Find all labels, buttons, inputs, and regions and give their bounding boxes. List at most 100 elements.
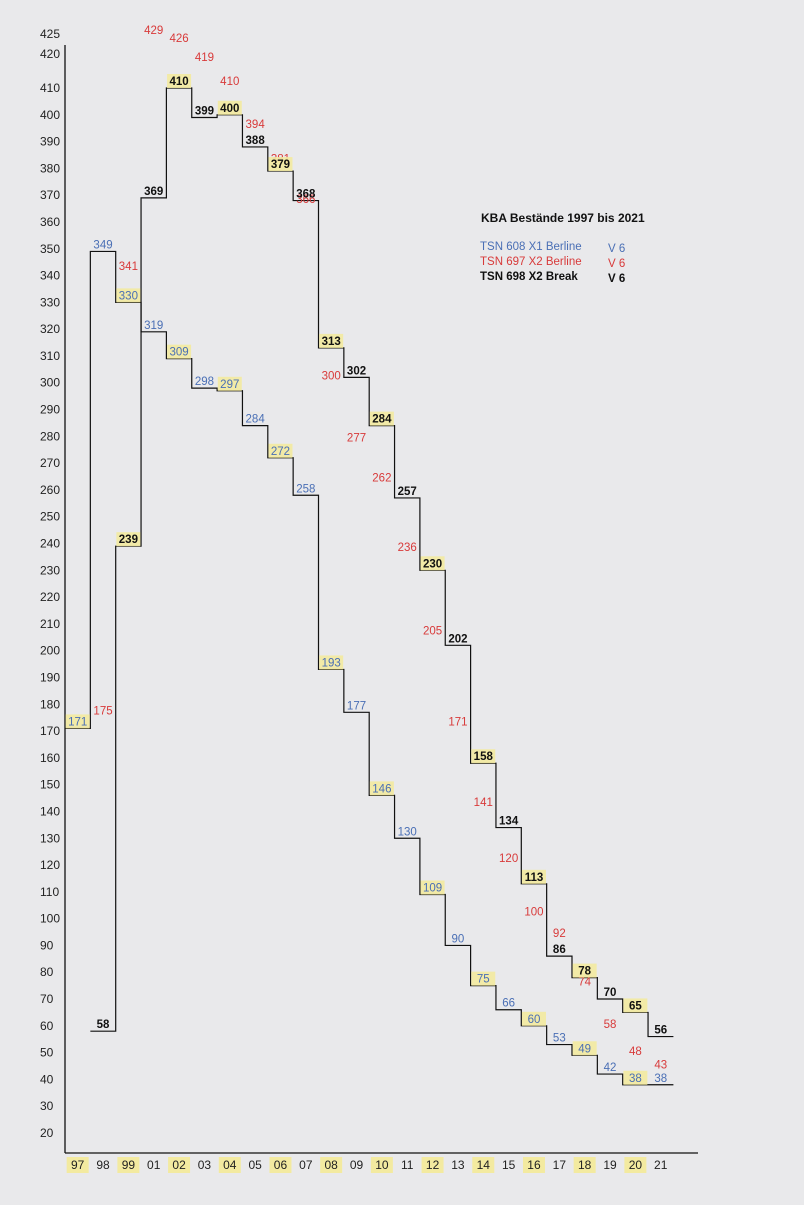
x-tick-highlight [320, 1157, 343, 1173]
data-label-series-1: 141 [474, 797, 493, 809]
data-label-series-2: 134 [499, 816, 519, 828]
data-label-series-2: 230 [423, 558, 442, 570]
y-tick-label: 400 [40, 108, 60, 122]
y-tick-label: 110 [40, 885, 59, 899]
data-label-highlight [217, 100, 242, 115]
data-label-highlight [521, 1011, 546, 1026]
x-tick-label: 19 [603, 1158, 617, 1172]
data-label-highlight [116, 532, 141, 547]
data-label-series-0: 171 [68, 716, 87, 728]
y-tick-label: 300 [40, 376, 60, 390]
y-tick-label: 130 [40, 831, 60, 845]
series-line-2 [90, 87, 674, 1038]
data-label-highlight [521, 869, 546, 884]
y-tick-label: 320 [40, 322, 60, 336]
y-tick-label: 420 [40, 47, 60, 61]
data-label-series-2: 410 [169, 76, 188, 88]
y-tick-label: 260 [40, 483, 60, 497]
data-label-series-2: 56 [654, 1025, 667, 1037]
x-tick-label: 09 [350, 1158, 364, 1172]
data-label-series-2: 369 [144, 186, 163, 198]
data-label-highlight [167, 344, 192, 359]
data-label-highlight [65, 714, 90, 729]
data-label-highlight [268, 443, 293, 458]
data-label-series-2: 388 [246, 135, 266, 147]
data-label-series-1: 394 [246, 119, 266, 131]
data-label-series-0: 38 [654, 1073, 667, 1085]
y-tick-label: 170 [40, 724, 60, 738]
legend-engine-2: V 6 [608, 273, 625, 285]
data-label-highlight [369, 781, 394, 796]
data-label-series-2: 113 [525, 872, 544, 884]
y-tick-label: 70 [40, 992, 54, 1006]
y-tick-label: 350 [40, 242, 60, 256]
y-tick-label: 210 [40, 617, 60, 631]
x-tick-label: 20 [629, 1158, 643, 1172]
x-tick-highlight [624, 1157, 647, 1173]
x-tick-highlight [269, 1157, 292, 1173]
x-tick-label: 01 [147, 1158, 161, 1172]
y-tick-label: 250 [40, 510, 60, 524]
y-tick-label: 160 [40, 751, 60, 765]
x-tick-highlight [370, 1157, 393, 1173]
data-label-series-2: 202 [448, 633, 467, 645]
y-tick-label: 425 [40, 27, 60, 41]
x-tick-label: 08 [324, 1158, 338, 1172]
data-label-series-1: 100 [524, 907, 543, 919]
data-label-highlight [572, 963, 597, 978]
data-label-highlight [572, 1041, 597, 1056]
data-label-series-2: 379 [271, 159, 290, 171]
x-tick-label: 04 [223, 1158, 237, 1172]
series-line-0 [65, 250, 674, 1086]
y-tick-label: 180 [40, 697, 60, 711]
y-tick-label: 380 [40, 161, 60, 175]
data-label-series-1: 262 [372, 473, 391, 485]
data-label-series-2: 78 [578, 966, 591, 978]
x-tick-label: 12 [426, 1158, 440, 1172]
data-label-series-1: 120 [499, 853, 518, 865]
y-tick-label: 280 [40, 429, 60, 443]
x-tick-label: 99 [122, 1158, 136, 1172]
data-label-series-0: 42 [604, 1062, 617, 1074]
data-label-series-0: 330 [119, 290, 138, 302]
data-label-series-1: 366 [296, 194, 315, 206]
data-label-highlight [217, 376, 242, 391]
data-label-series-0: 49 [578, 1043, 591, 1055]
x-tick-label: 17 [553, 1158, 567, 1172]
x-tick-highlight [218, 1157, 241, 1173]
data-label-series-0: 53 [553, 1033, 566, 1045]
data-label-series-0: 297 [220, 379, 239, 391]
data-label-series-0: 319 [144, 320, 163, 332]
y-tick-label: 120 [40, 858, 60, 872]
data-label-series-1: 429 [144, 25, 163, 37]
data-label-series-0: 75 [477, 974, 490, 986]
legend-entry-0: TSN 608 X1 Berline [480, 241, 582, 253]
data-label-series-1: 48 [629, 1046, 642, 1058]
x-tick-label: 07 [299, 1158, 313, 1172]
y-tick-label: 240 [40, 537, 60, 551]
x-tick-highlight [117, 1157, 140, 1173]
x-highlight-layer [66, 1157, 647, 1173]
data-label-highlight [471, 749, 496, 764]
data-label-series-2: 400 [220, 103, 239, 115]
data-label-series-2: 284 [372, 414, 392, 426]
x-tick-label: 98 [96, 1158, 110, 1172]
data-label-highlight [116, 288, 141, 303]
data-label-series-1: 74 [578, 976, 591, 988]
y-tick-label: 360 [40, 215, 60, 229]
data-label-series-0: 284 [246, 414, 266, 426]
x-tick-highlight [573, 1157, 596, 1173]
data-label-series-1: 236 [398, 542, 417, 554]
data-label-series-2: 65 [629, 1000, 642, 1012]
legend-entry-1: TSN 697 X2 Berline [480, 256, 582, 268]
x-tick-label: 21 [654, 1158, 668, 1172]
data-label-series-1: 58 [604, 1019, 617, 1031]
data-label-series-2: 313 [322, 336, 341, 348]
axes: 4254204104003903803703603503403303203103… [40, 27, 698, 1172]
x-tick-highlight [421, 1157, 444, 1173]
legend-entry-2: TSN 698 X2 Break [480, 271, 578, 283]
data-label-series-0: 38 [629, 1073, 642, 1085]
y-tick-label: 330 [40, 295, 60, 309]
data-label-series-2: 86 [553, 944, 566, 956]
